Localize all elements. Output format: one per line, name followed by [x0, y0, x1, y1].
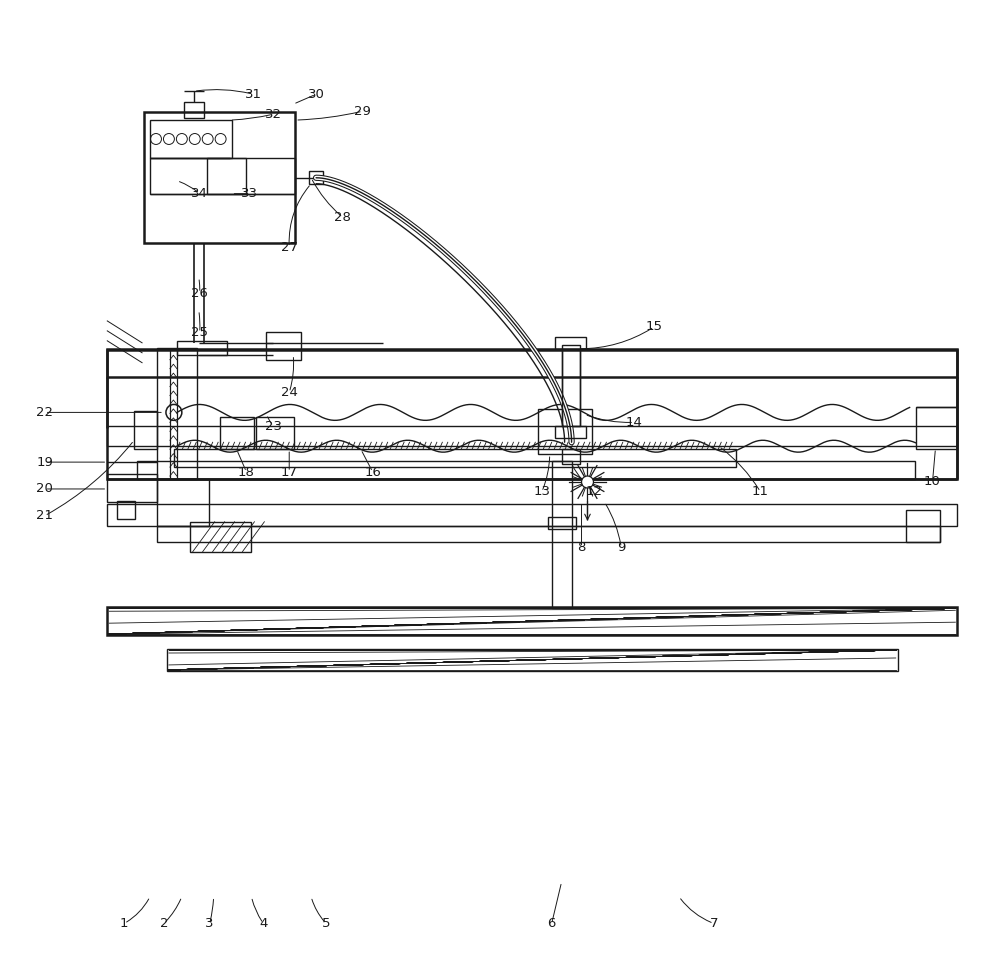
- Bar: [157, 525, 940, 542]
- Bar: [107, 350, 957, 479]
- Text: 4: 4: [259, 917, 268, 930]
- Text: 3: 3: [205, 917, 214, 930]
- Bar: [107, 607, 957, 635]
- Text: 10: 10: [924, 475, 941, 489]
- Text: 20: 20: [36, 482, 53, 495]
- Bar: [167, 649, 898, 671]
- Text: 25: 25: [191, 327, 208, 339]
- Text: 7: 7: [710, 917, 718, 930]
- Bar: [309, 171, 323, 184]
- Text: 26: 26: [191, 286, 208, 300]
- Text: 6: 6: [548, 917, 556, 930]
- Bar: [555, 426, 586, 439]
- Text: 19: 19: [36, 456, 53, 469]
- Bar: [538, 410, 592, 454]
- Bar: [134, 412, 157, 449]
- Text: 30: 30: [308, 88, 325, 101]
- Text: 8: 8: [577, 541, 586, 554]
- Text: 15: 15: [646, 320, 663, 334]
- Bar: [107, 504, 957, 525]
- Text: 1: 1: [120, 917, 128, 930]
- Text: 18: 18: [238, 466, 255, 478]
- Bar: [107, 426, 957, 446]
- Bar: [555, 336, 586, 349]
- Text: 12: 12: [586, 486, 603, 498]
- Text: 2: 2: [160, 917, 168, 930]
- Bar: [562, 345, 580, 426]
- Text: 29: 29: [354, 105, 371, 118]
- Bar: [157, 479, 209, 525]
- Bar: [552, 461, 572, 608]
- Bar: [190, 522, 251, 551]
- Bar: [150, 158, 295, 194]
- Bar: [144, 112, 295, 243]
- Text: 13: 13: [533, 486, 550, 498]
- Bar: [150, 120, 232, 158]
- Text: 21: 21: [36, 509, 53, 522]
- Bar: [207, 158, 246, 194]
- Text: 27: 27: [281, 241, 298, 254]
- Text: 32: 32: [265, 108, 282, 120]
- Bar: [107, 474, 157, 502]
- Circle shape: [582, 476, 593, 488]
- Text: 31: 31: [245, 88, 262, 101]
- Bar: [107, 349, 957, 377]
- Bar: [174, 449, 736, 468]
- Text: 33: 33: [241, 187, 258, 201]
- Text: 24: 24: [281, 386, 298, 399]
- Text: 14: 14: [626, 415, 643, 429]
- Bar: [562, 449, 580, 464]
- Bar: [157, 348, 197, 479]
- Text: 5: 5: [322, 917, 330, 930]
- Bar: [220, 417, 254, 449]
- Bar: [266, 332, 301, 360]
- Text: 9: 9: [617, 541, 625, 554]
- Text: 23: 23: [265, 420, 282, 433]
- Bar: [137, 461, 915, 479]
- Text: 34: 34: [191, 187, 208, 201]
- Bar: [256, 417, 294, 449]
- Bar: [906, 510, 940, 542]
- Text: 16: 16: [364, 466, 381, 478]
- Bar: [548, 517, 576, 528]
- Text: 17: 17: [281, 466, 298, 478]
- Text: 28: 28: [334, 211, 351, 224]
- Text: 22: 22: [36, 406, 53, 419]
- Bar: [177, 341, 227, 355]
- Text: 11: 11: [752, 486, 769, 498]
- Bar: [184, 102, 204, 119]
- Bar: [916, 408, 957, 449]
- Bar: [117, 501, 135, 519]
